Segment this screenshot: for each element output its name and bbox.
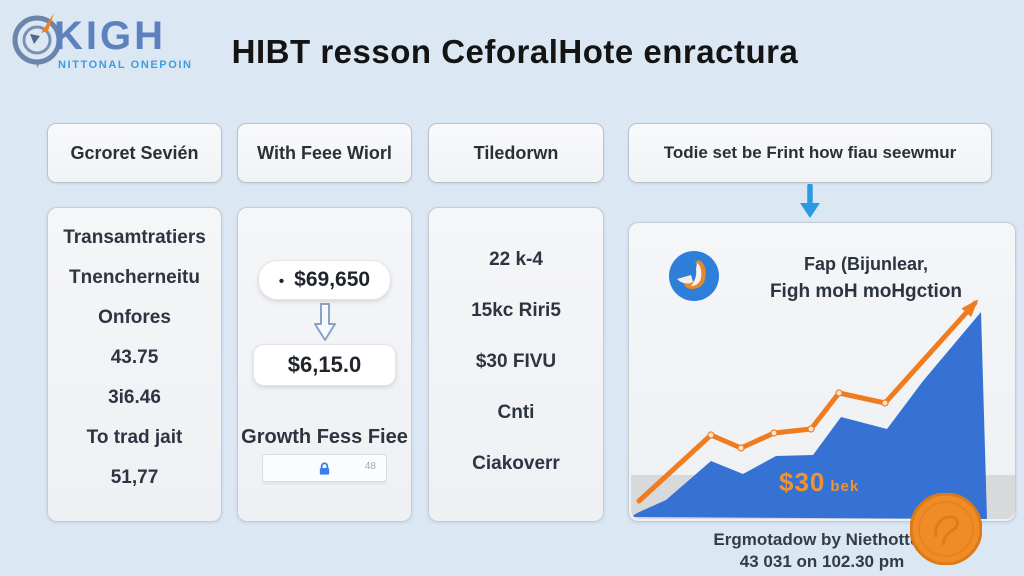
- list-item: 51,77: [110, 467, 159, 488]
- footer-caption: Ergmotadow by Niethottun 43 031 on 102.3…: [628, 529, 1016, 573]
- footer-line2: 43 031 on 102.30 pm: [739, 552, 905, 571]
- page-title: HIBT resson CeforalHote enractura: [231, 33, 799, 70]
- chart-annotation: $30 bek: [779, 467, 859, 498]
- logo-wordmark: KIGH: [54, 14, 166, 58]
- panel-growth-chart: Fap (Bijunlear, Figh moH moHgction $30 be…: [628, 222, 1016, 566]
- logo: KIGH NITTONAL ONEPOIN: [8, 6, 228, 76]
- list-item: Onfores: [98, 307, 171, 328]
- arrow-down-icon: [800, 184, 820, 218]
- lock-icon: [319, 461, 330, 475]
- chart-heading: Fap (Bijunlear, Figh moH moHgction: [725, 251, 1007, 305]
- list-item: Cnti: [497, 402, 535, 423]
- value-pill-top: • $69,650: [258, 260, 391, 300]
- list-item: To trad jait: [86, 427, 183, 448]
- header-box-3[interactable]: Tiledorwn: [428, 123, 604, 183]
- secure-bar-label: 48: [364, 461, 376, 472]
- list-item: 15kc Riri5: [471, 300, 561, 321]
- secure-bar[interactable]: 48: [262, 454, 387, 482]
- chart-annotation-value: $30: [779, 467, 826, 497]
- list-item: $30 FIVU: [475, 351, 557, 372]
- value-pill-bottom: $6,15.0: [253, 344, 396, 386]
- coin-icon: [909, 492, 983, 566]
- logo-subtitle: NITTONAL ONEPOIN: [58, 59, 193, 71]
- list-item: Transamtratiers: [63, 227, 206, 248]
- list-item: 3i6.46: [108, 387, 161, 408]
- header-box-2[interactable]: With Feee Wiorl: [237, 123, 412, 183]
- value-bottom: $6,15.0: [287, 352, 362, 377]
- list-item: Tnencherneitu: [69, 267, 200, 288]
- fees-caption: Growth Fess Fiee: [241, 426, 408, 448]
- trend-arrow-icon: [961, 299, 979, 318]
- value-top: $69,650: [294, 268, 371, 291]
- footer-line1: Ergmotadow by Niethottun: [713, 530, 931, 549]
- list-item: Ciakoverr: [472, 453, 560, 474]
- chart-heading-line1: Fap (Bijunlear,: [803, 254, 929, 274]
- header-box-4[interactable]: Todie set be Frint how fiau seewmur: [628, 123, 992, 183]
- chart-annotation-unit: bek: [830, 478, 860, 495]
- chart-heading-line2: Figh moH moHgction: [769, 281, 963, 302]
- panel-fees-flow: • $69,650 $6,15.0 Growth Fess Fiee 48: [237, 207, 412, 522]
- bird-icon: [669, 251, 719, 301]
- header-box-1[interactable]: Gcroret Sevién: [47, 123, 222, 183]
- list-item: 43.75: [110, 347, 159, 368]
- trend-chart: [631, 299, 1015, 519]
- panel-metrics-list: Transamtratiers Tnencherneitu Onfores 43.75…: [47, 207, 222, 522]
- arrow-down-outline-icon: [313, 303, 336, 341]
- compass-icon: [12, 13, 62, 68]
- bullet-dot: •: [278, 272, 285, 290]
- panel-stats-list: 22 k-4 15kc Riri5 $30 FIVU Cnti Ciakoverr: [428, 207, 604, 522]
- list-item: 22 k-4: [489, 249, 543, 270]
